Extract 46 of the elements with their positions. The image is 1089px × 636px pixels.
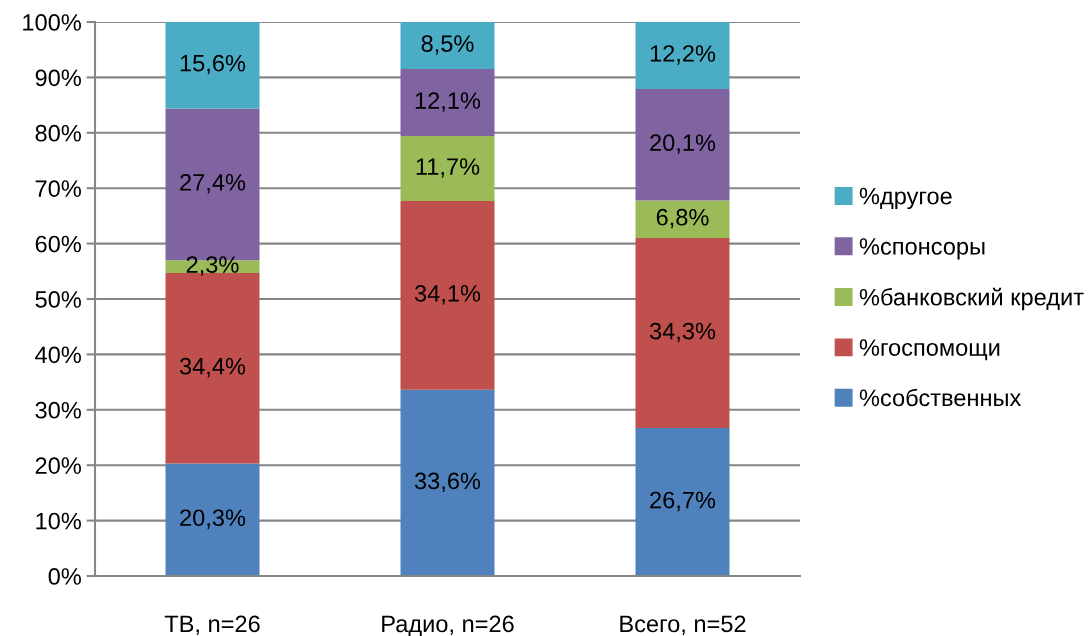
y-tick-label: 60%	[35, 235, 81, 253]
data-label: 20,3%	[180, 509, 246, 529]
bar	[635, 428, 730, 576]
data-label: 15,6%	[180, 54, 246, 75]
y-tick-label: 0%	[48, 568, 81, 585]
bar	[635, 89, 730, 201]
data-label: 12,2%	[650, 45, 716, 65]
y-tick-label: 80%	[35, 124, 81, 142]
legend-label: %спонсоры	[859, 238, 985, 260]
bar	[635, 200, 730, 239]
bar	[635, 238, 730, 429]
bar	[400, 389, 495, 576]
data-label: 20,1%	[650, 134, 716, 154]
data-label: 33,6%	[414, 472, 481, 493]
legend-label: %собственных	[859, 388, 1022, 407]
y-tick-label: 20%	[35, 457, 81, 474]
y-tick-label: 40%	[35, 346, 81, 364]
y-tick-label: 90%	[35, 69, 81, 87]
bar	[400, 136, 495, 201]
bar	[400, 22, 495, 70]
x-tick-label: Радио, n=26	[382, 615, 514, 636]
y-tick-label: 100%	[23, 14, 81, 31]
data-label: 11,7%	[416, 158, 480, 178]
data-label: 12,1%	[415, 92, 481, 112]
data-label: 26,7%	[650, 491, 716, 512]
data-label: 27,4%	[180, 173, 246, 194]
x-tick-label: Всего, n=52	[620, 615, 746, 636]
bar	[165, 22, 260, 109]
data-label: 6,8%	[656, 208, 709, 229]
y-tick-label: 30%	[35, 401, 81, 419]
data-label: 34,1%	[414, 285, 481, 305]
legend-label: %банковский кредит	[859, 287, 1084, 311]
y-tick-label: 70%	[35, 180, 81, 197]
data-label: 34,3%	[649, 322, 716, 343]
x-tick-label: ТВ, n=26	[164, 615, 260, 636]
data-label: 34,4%	[179, 357, 246, 378]
data-label: 8,5%	[421, 35, 474, 55]
legend-label: %другое	[859, 187, 952, 210]
bar	[635, 22, 730, 90]
legend-label: %госпомощи	[859, 339, 1000, 361]
bar	[165, 463, 260, 576]
bar	[400, 200, 495, 390]
bar	[400, 69, 495, 137]
y-tick-label: 50%	[35, 291, 81, 308]
y-tick-label: 10%	[36, 512, 81, 530]
data-label: 2,3%	[186, 256, 239, 276]
